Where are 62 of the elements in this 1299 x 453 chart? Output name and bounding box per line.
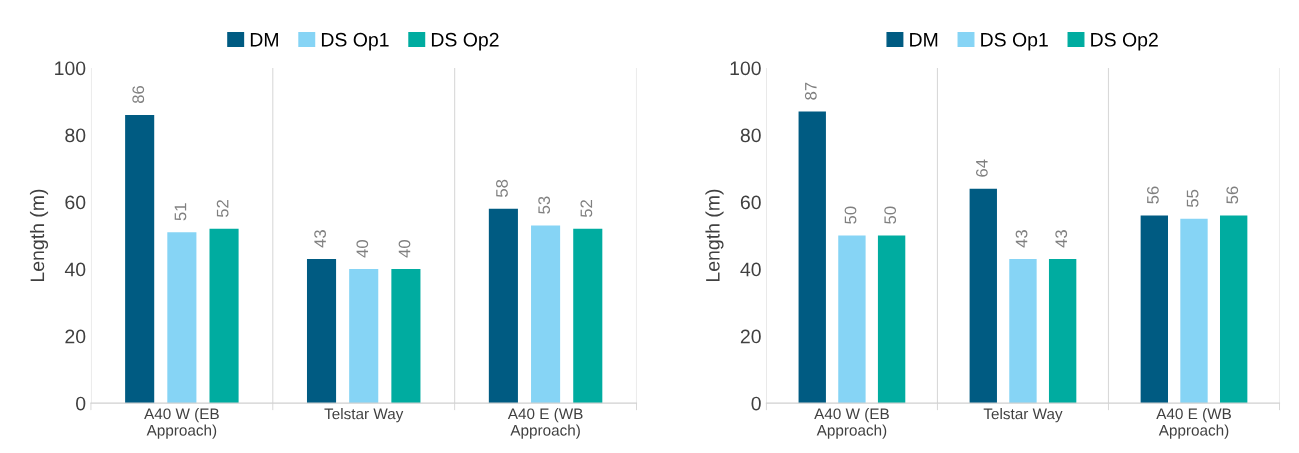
- x-tick-label: A40 E (WB Approach): [507, 408, 583, 439]
- data-label: 56: [1226, 186, 1239, 204]
- legend-label: DS Op1: [321, 32, 389, 51]
- data-label: 53: [538, 196, 551, 214]
- data-label: 56: [1146, 186, 1159, 204]
- x-tick-label: A40 E (WB Approach): [1156, 408, 1231, 439]
- data-label: 51: [174, 203, 187, 221]
- bar: [488, 208, 518, 404]
- bar: [391, 269, 421, 404]
- legend-label: DS Op2: [1091, 32, 1158, 51]
- x-tick-label: Telstar Way: [324, 408, 404, 423]
- data-label: 86: [132, 85, 145, 104]
- data-label: 40: [356, 240, 369, 258]
- bar: [573, 228, 603, 404]
- bar: [209, 228, 239, 404]
- y-tick-label: 80: [65, 128, 86, 143]
- y-tick-label: 20: [65, 329, 86, 344]
- data-label: 64: [975, 159, 988, 177]
- x-tick-label: A40 W (EB Approach): [144, 408, 219, 439]
- data-label: 50: [844, 206, 857, 224]
- data-label: 40: [398, 240, 411, 258]
- y-tick-label: 0: [76, 396, 86, 411]
- bar: [306, 259, 337, 404]
- y-tick-label: 40: [64, 262, 86, 277]
- y-tick-label: 0: [751, 396, 761, 411]
- bar: [1180, 218, 1208, 404]
- bar: [798, 111, 826, 404]
- data-label: 52: [216, 200, 229, 218]
- y-tick-label: 60: [740, 195, 761, 210]
- data-label: 52: [580, 200, 593, 218]
- y-axis-title: Length (m): [705, 189, 724, 281]
- bar: [877, 235, 906, 404]
- bar: [1140, 215, 1168, 404]
- legend-label: DM: [910, 33, 938, 47]
- bar: [1048, 259, 1077, 404]
- y-axis-title: Length (m): [29, 189, 49, 281]
- legend-label: DS Op1: [981, 32, 1048, 51]
- bar: [1219, 215, 1248, 404]
- y-tick-label: 60: [65, 195, 86, 210]
- y-tick-label: 20: [740, 329, 761, 344]
- bar: [167, 232, 197, 404]
- data-label: 87: [804, 82, 817, 100]
- x-tick-label: Telstar Way: [983, 408, 1063, 423]
- data-label: 43: [1055, 230, 1068, 248]
- bar: [531, 225, 561, 404]
- legend-label: DS Op2: [431, 32, 499, 51]
- bar: [1009, 259, 1037, 404]
- data-label: 50: [884, 206, 897, 224]
- y-tick-label: 40: [740, 262, 761, 277]
- bar: [349, 269, 379, 404]
- data-label: 55: [1186, 189, 1199, 208]
- bar: [838, 235, 866, 404]
- bar: [125, 114, 155, 404]
- y-tick-label: 100: [730, 61, 761, 76]
- data-label: 43: [314, 230, 326, 248]
- y-tick-label: 100: [55, 61, 86, 76]
- data-label: 43: [1015, 230, 1028, 248]
- y-tick-label: 80: [740, 128, 761, 143]
- data-label: 58: [496, 179, 508, 197]
- x-tick-label: A40 W (EB Approach): [814, 408, 889, 439]
- bar: [969, 188, 997, 404]
- legend-label: DM: [250, 33, 278, 47]
